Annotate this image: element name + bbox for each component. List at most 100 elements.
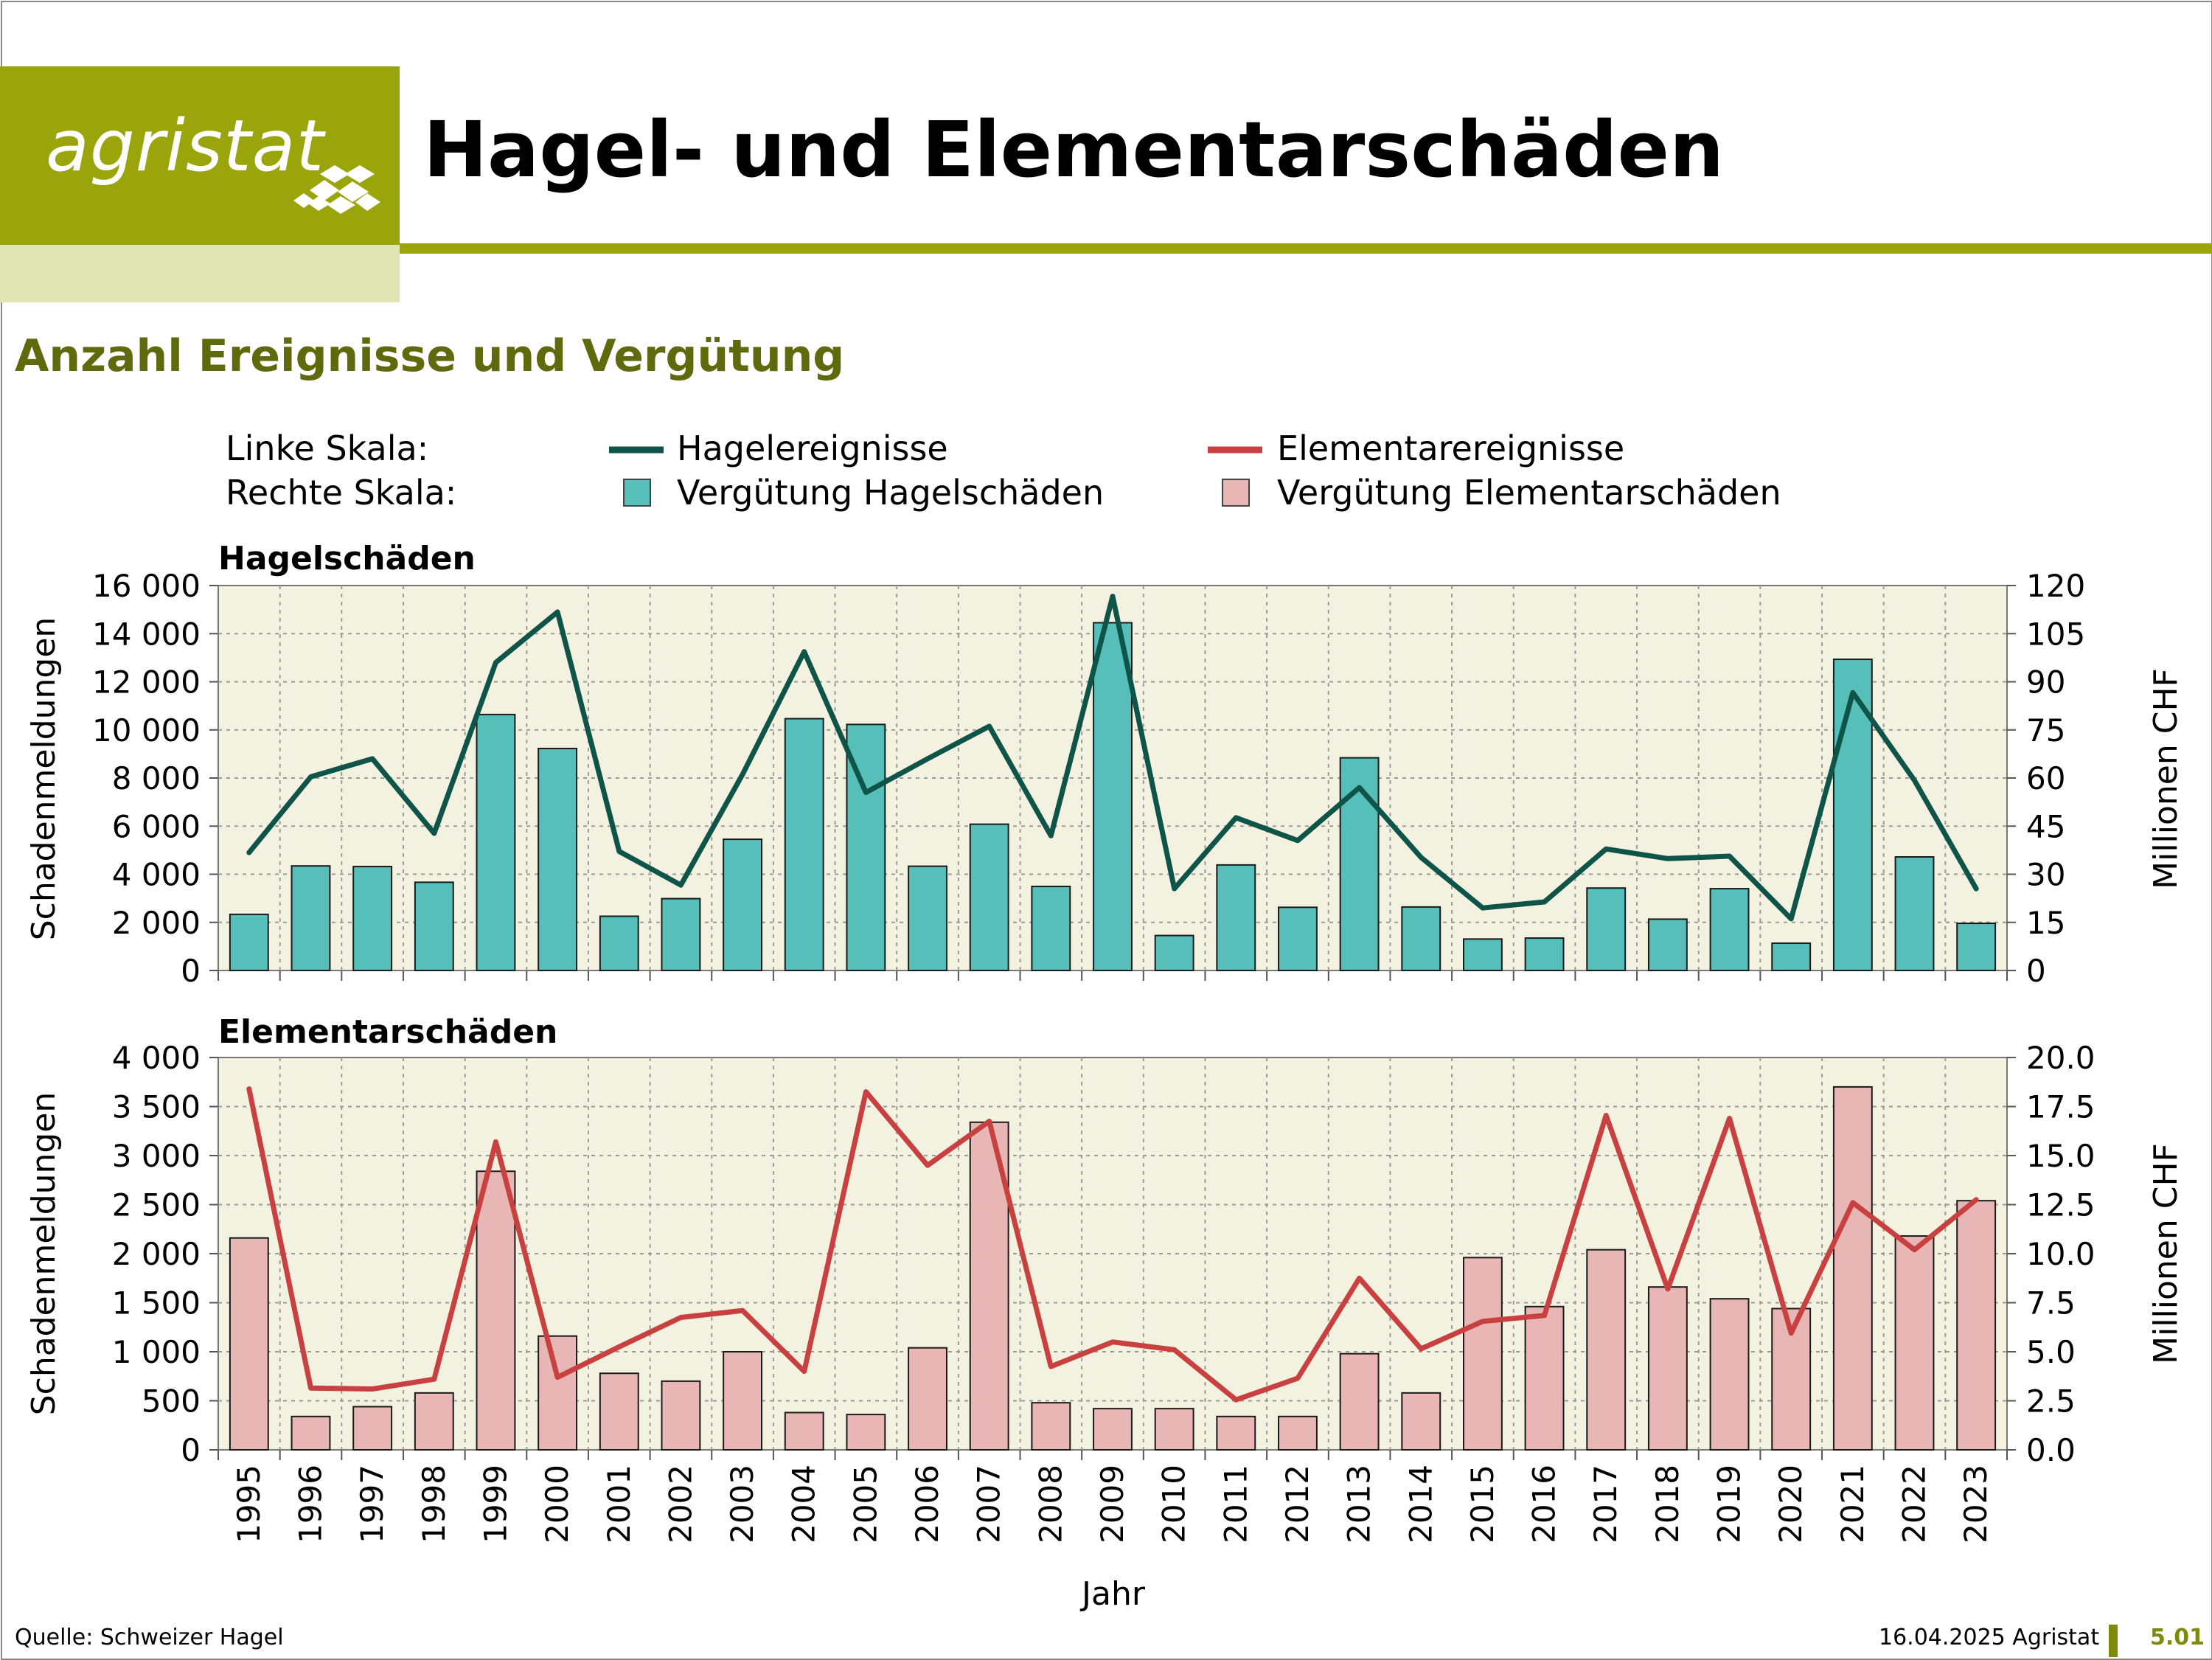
bar-2021 — [1834, 1087, 1872, 1450]
bar-2021 — [1834, 659, 1872, 970]
x-tick-label-2015: 2015 — [1464, 1465, 1500, 1543]
bar-2016 — [1526, 938, 1564, 970]
footer-divider — [2109, 1625, 2118, 1657]
bar-2003 — [723, 839, 762, 970]
x-tick-label-2009: 2009 — [1094, 1465, 1130, 1543]
bar-2011 — [1217, 865, 1255, 970]
y2-tick-label: 20.0 — [2026, 1040, 2096, 1076]
y-tick-label: 0 — [181, 953, 201, 989]
bar-2008 — [1032, 1403, 1070, 1450]
y-tick-label: 2 500 — [112, 1187, 201, 1223]
legend-hail-bar-swatch — [624, 479, 650, 506]
x-tick-label-2020: 2020 — [1773, 1465, 1809, 1543]
y-tick-label: 0 — [181, 1432, 201, 1468]
bar-2000 — [538, 1336, 577, 1450]
panel2-y2-axis-label: Millionen CHF — [2147, 1143, 2185, 1364]
bar-2006 — [908, 1348, 947, 1450]
bar-2008 — [1032, 886, 1070, 970]
bar-2022 — [1896, 857, 1934, 970]
bar-2014 — [1402, 907, 1440, 970]
x-tick-label-2016: 2016 — [1526, 1465, 1562, 1543]
bar-2002 — [661, 899, 700, 970]
y-tick-label: 4 000 — [112, 857, 201, 893]
bar-2019 — [1711, 1299, 1749, 1450]
y-tick-label: 2 000 — [112, 1236, 201, 1272]
x-tick-label-1999: 1999 — [477, 1465, 513, 1543]
y2-tick-label: 5.0 — [2026, 1334, 2076, 1370]
bar-2015 — [1464, 939, 1502, 970]
bar-2001 — [600, 916, 639, 970]
y2-tick-label: 0.0 — [2026, 1432, 2076, 1468]
bar-2010 — [1155, 936, 1194, 970]
bar-2023 — [1957, 1201, 1995, 1450]
x-tick-label-1998: 1998 — [416, 1465, 452, 1543]
legend-element-bar-swatch — [1222, 479, 1249, 506]
panel1-title: Hagelschäden — [218, 540, 476, 577]
bar-2022 — [1896, 1236, 1934, 1450]
x-tick-label-2003: 2003 — [724, 1465, 760, 1543]
x-tick-label-2005: 2005 — [847, 1465, 883, 1543]
y-tick-label: 8 000 — [112, 760, 201, 796]
bar-1999 — [477, 1171, 515, 1450]
y2-tick-label: 10.0 — [2026, 1236, 2096, 1272]
bar-2004 — [785, 1412, 824, 1450]
y-tick-label: 1 000 — [112, 1334, 201, 1370]
x-tick-label-2007: 2007 — [971, 1465, 1007, 1543]
y2-tick-label: 12.5 — [2026, 1187, 2096, 1223]
y2-tick-label: 90 — [2026, 664, 2065, 701]
y2-tick-label: 30 — [2026, 857, 2065, 893]
y2-tick-label: 15.0 — [2026, 1138, 2096, 1174]
y-tick-label: 3 500 — [112, 1089, 201, 1125]
y2-tick-label: 15 — [2026, 905, 2065, 941]
y-tick-label: 500 — [142, 1383, 201, 1420]
y-tick-label: 6 000 — [112, 808, 201, 844]
x-tick-label-2001: 2001 — [601, 1465, 637, 1543]
y2-tick-label: 17.5 — [2026, 1089, 2096, 1125]
panel1-y-axis-label: Schadenmeldungen — [25, 617, 63, 941]
bar-2003 — [723, 1352, 762, 1450]
y-tick-label: 2 000 — [112, 905, 201, 941]
y-tick-label: 16 000 — [92, 568, 201, 604]
x-tick-label-2006: 2006 — [909, 1465, 945, 1543]
y2-tick-label: 0 — [2026, 953, 2046, 989]
y-tick-label: 10 000 — [92, 712, 201, 749]
bar-2012 — [1279, 907, 1317, 970]
bar-2014 — [1402, 1393, 1440, 1450]
legend-hail-events: Hagelereignisse — [677, 428, 948, 468]
x-tick-label-2019: 2019 — [1711, 1465, 1747, 1543]
panel1-y2-axis-label: Millionen CHF — [2147, 668, 2185, 889]
bar-2000 — [538, 749, 577, 970]
bar-2007 — [970, 824, 1009, 970]
bar-2009 — [1093, 1409, 1132, 1450]
bar-2016 — [1526, 1307, 1564, 1450]
x-tick-label-2004: 2004 — [786, 1465, 822, 1543]
x-tick-label-2010: 2010 — [1156, 1465, 1192, 1543]
x-tick-label-2013: 2013 — [1341, 1465, 1377, 1543]
bar-2001 — [600, 1373, 639, 1450]
bar-2018 — [1649, 1287, 1687, 1450]
footer-date: 16.04.2025 Agristat — [1879, 1625, 2099, 1650]
footer-page-number: 5.01 — [2150, 1625, 2205, 1650]
bar-2005 — [846, 1414, 885, 1450]
bar-2009 — [1093, 622, 1132, 970]
x-tick-label-2008: 2008 — [1032, 1465, 1068, 1543]
legend-hail-compensation: Vergütung Hagelschäden — [677, 473, 1104, 513]
x-tick-label-2022: 2022 — [1896, 1465, 1933, 1543]
y2-tick-label: 120 — [2026, 568, 2085, 604]
legend: Linke Skala: Rechte Skala: Hagelereignis… — [226, 428, 1781, 513]
footer-source: Quelle: Schweizer Hagel — [15, 1625, 284, 1650]
y-tick-label: 12 000 — [92, 664, 201, 701]
x-tick-label-1997: 1997 — [354, 1465, 390, 1543]
bar-2018 — [1649, 919, 1687, 970]
x-tick-label-1995: 1995 — [231, 1465, 267, 1543]
x-tick-label-2023: 2023 — [1958, 1465, 1994, 1543]
legend-element-events: Elementarereignisse — [1277, 428, 1624, 468]
panel2-y-axis-label: Schadenmeldungen — [25, 1092, 63, 1416]
y-tick-label: 1 500 — [112, 1285, 201, 1322]
x-tick-label-2011: 2011 — [1217, 1465, 1253, 1543]
bar-2010 — [1155, 1409, 1194, 1450]
